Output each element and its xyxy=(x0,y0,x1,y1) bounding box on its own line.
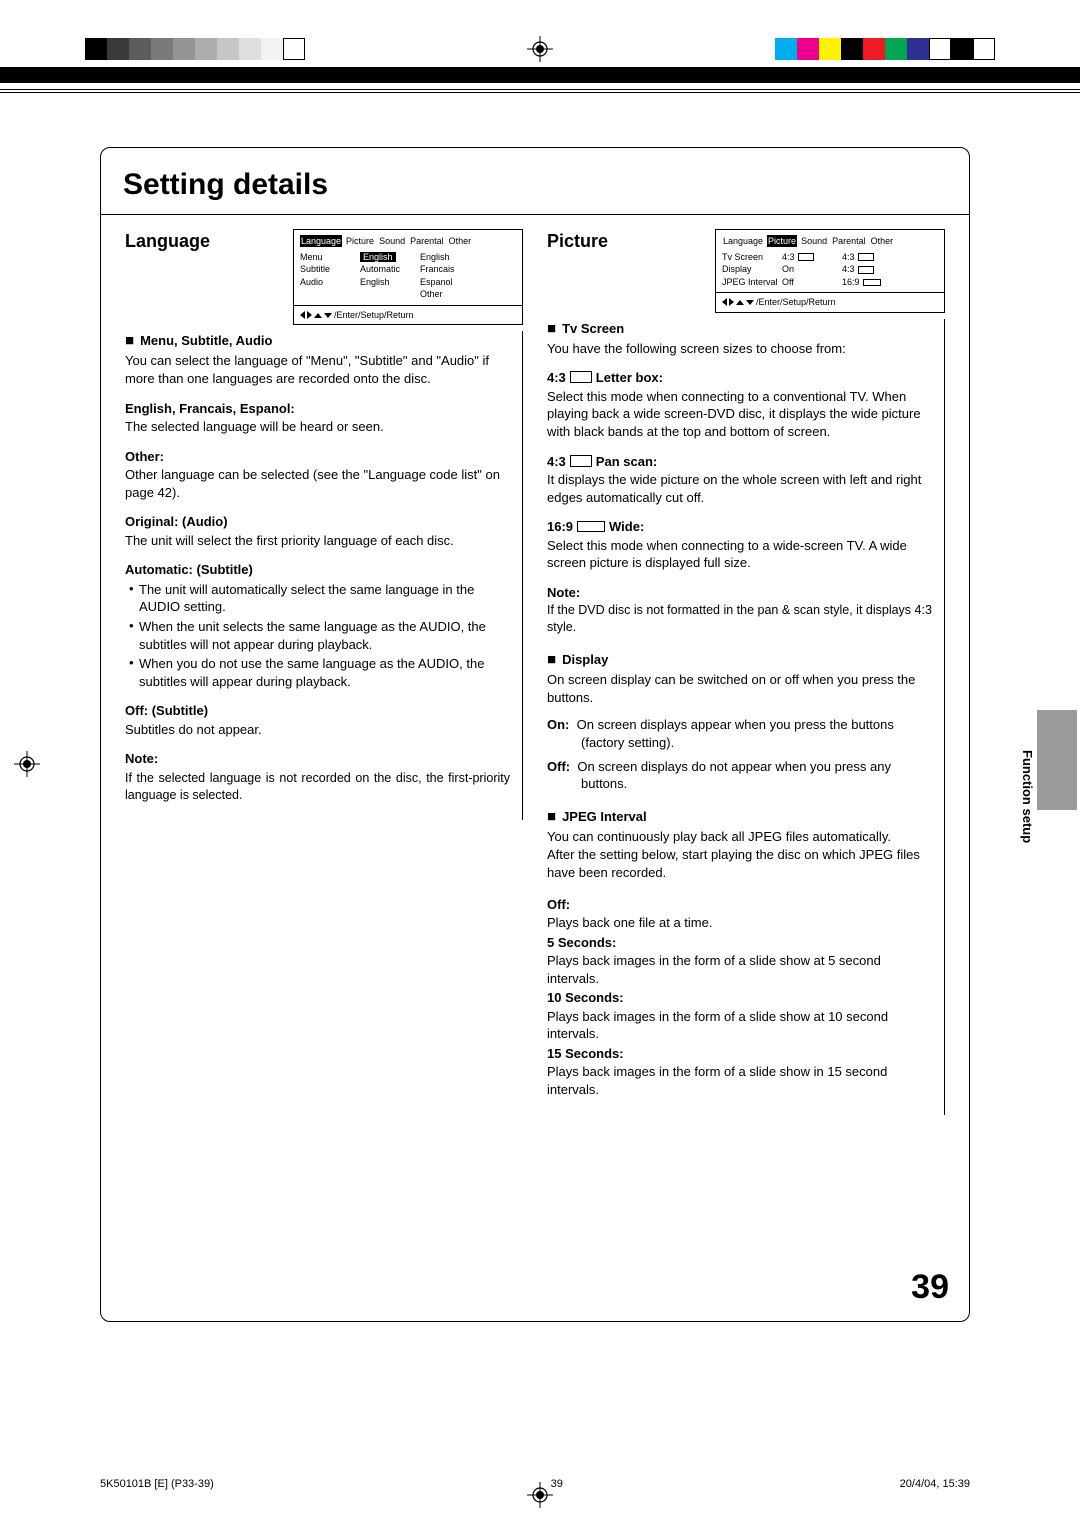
note-heading: Note: xyxy=(125,750,510,768)
para: It displays the wide picture on the whol… xyxy=(547,471,932,506)
para: You have the following screen sizes to c… xyxy=(547,340,932,358)
side-thumb-tab xyxy=(1037,710,1077,810)
automatic-bullet-list: The unit will automatically select the s… xyxy=(125,581,510,690)
para: On screen display can be switched on or … xyxy=(547,671,932,706)
heading-efe: English, Francais, Espanol: xyxy=(125,400,510,418)
footer-center: 39 xyxy=(551,1477,563,1492)
display-on-line: On: On screen displays appear when you p… xyxy=(547,716,932,751)
print-footer: 5K50101B [E] (P33-39) 39 20/4/04, 15:39 xyxy=(100,1477,970,1492)
osd-tab: Language xyxy=(722,235,764,247)
osd-tab: Picture xyxy=(345,235,375,247)
para: Plays back one file at a time. xyxy=(547,914,932,932)
heading-169-wide: 16:9Wide: xyxy=(547,518,932,536)
osd-tab: Sound xyxy=(800,235,828,247)
osd-tab: Sound xyxy=(378,235,406,247)
osd-row: SubtitleAutomaticFrancais xyxy=(300,263,516,276)
osd-menu-picture: LanguagePictureSoundParentalOther Tv Scr… xyxy=(715,229,945,313)
para: The unit will select the first priority … xyxy=(125,532,510,550)
para: Select this mode when connecting to a co… xyxy=(547,388,932,441)
osd-row: AudioEnglishEspanol xyxy=(300,276,516,289)
para: You can continuously play back all JPEG … xyxy=(547,828,932,846)
heading-other: Other: xyxy=(125,448,510,466)
para: Plays back images in the form of a slide… xyxy=(547,1063,932,1098)
osd-row: Other xyxy=(300,288,516,301)
para: Plays back images in the form of a slide… xyxy=(547,952,932,987)
osd-tab: Language xyxy=(300,235,342,247)
list-item: When you do not use the same language as… xyxy=(125,655,510,690)
para: After the setting below, start playing t… xyxy=(547,846,932,881)
note-text: If the selected language is not recorded… xyxy=(125,770,510,804)
osd-row: Tv Screen4:3 4:3 xyxy=(722,251,938,264)
osd-nav-text: /Enter/Setup/Return xyxy=(334,309,414,321)
heading-original: Original: (Audio) xyxy=(125,513,510,531)
page-title: Setting details xyxy=(101,160,969,215)
page-number: 39 xyxy=(911,1265,949,1311)
column-title-language: Language xyxy=(125,229,210,253)
heading-43-letterbox: 4:3Letter box: xyxy=(547,369,932,387)
osd-tab: Parental xyxy=(831,235,867,247)
para: Select this mode when connecting to a wi… xyxy=(547,537,932,572)
osd-row: DisplayOn4:3 xyxy=(722,263,938,276)
registration-mark-left xyxy=(14,751,40,777)
note-heading: Note: xyxy=(547,584,932,602)
osd-row: JPEG IntervalOff16:9 xyxy=(722,276,938,289)
jpeg-5s-heading: 5 Seconds: xyxy=(547,934,932,952)
osd-nav-hint: /Enter/Setup/Return xyxy=(716,292,944,311)
jpeg-15s-heading: 15 Seconds: xyxy=(547,1045,932,1063)
osd-tab: Picture xyxy=(767,235,797,247)
osd-nav-text: /Enter/Setup/Return xyxy=(756,296,836,308)
list-item: The unit will automatically select the s… xyxy=(125,581,510,616)
para: Other language can be selected (see the … xyxy=(125,466,510,501)
jpeg-10s-heading: 10 Seconds: xyxy=(547,989,932,1007)
aspect-icon xyxy=(570,371,592,383)
osd-tab: Other xyxy=(870,235,895,247)
osd-row: MenuEnglishEnglish xyxy=(300,251,516,264)
osd-tab: Other xyxy=(448,235,473,247)
heading-jpeg-interval: JPEG Interval xyxy=(547,807,932,827)
jpeg-off-heading: Off: xyxy=(547,896,932,914)
heading-menu-subtitle-audio: Menu, Subtitle, Audio xyxy=(125,331,510,351)
heading-automatic: Automatic: (Subtitle) xyxy=(125,561,510,579)
footer-right: 20/4/04, 15:39 xyxy=(900,1477,970,1492)
osd-tab: Parental xyxy=(409,235,445,247)
note-text: If the DVD disc is not formatted in the … xyxy=(547,602,932,636)
para: Subtitles do not appear. xyxy=(125,721,510,739)
para: The selected language will be heard or s… xyxy=(125,418,510,436)
osd-nav-hint: /Enter/Setup/Return xyxy=(294,305,522,324)
aspect-icon xyxy=(577,521,605,532)
section-side-label: Function setup xyxy=(1018,750,1036,843)
header-rule xyxy=(0,67,1080,93)
heading-display: Display xyxy=(547,650,932,670)
page-frame: Setting details Language LanguagePicture… xyxy=(100,147,970,1322)
para: You can select the language of "Menu", "… xyxy=(125,352,510,387)
column-title-picture: Picture xyxy=(547,229,608,253)
aspect-icon xyxy=(570,455,592,467)
para: Plays back images in the form of a slide… xyxy=(547,1008,932,1043)
heading-43-panscan: 4:3Pan scan: xyxy=(547,453,932,471)
list-item: When the unit selects the same language … xyxy=(125,618,510,653)
registration-mark-top xyxy=(527,36,553,62)
heading-tv-screen: Tv Screen xyxy=(547,319,932,339)
heading-off-subtitle: Off: (Subtitle) xyxy=(125,702,510,720)
display-off-line: Off: On screen displays do not appear wh… xyxy=(547,758,932,793)
footer-left: 5K50101B [E] (P33-39) xyxy=(100,1477,214,1492)
osd-menu-language: LanguagePictureSoundParentalOther MenuEn… xyxy=(293,229,523,326)
